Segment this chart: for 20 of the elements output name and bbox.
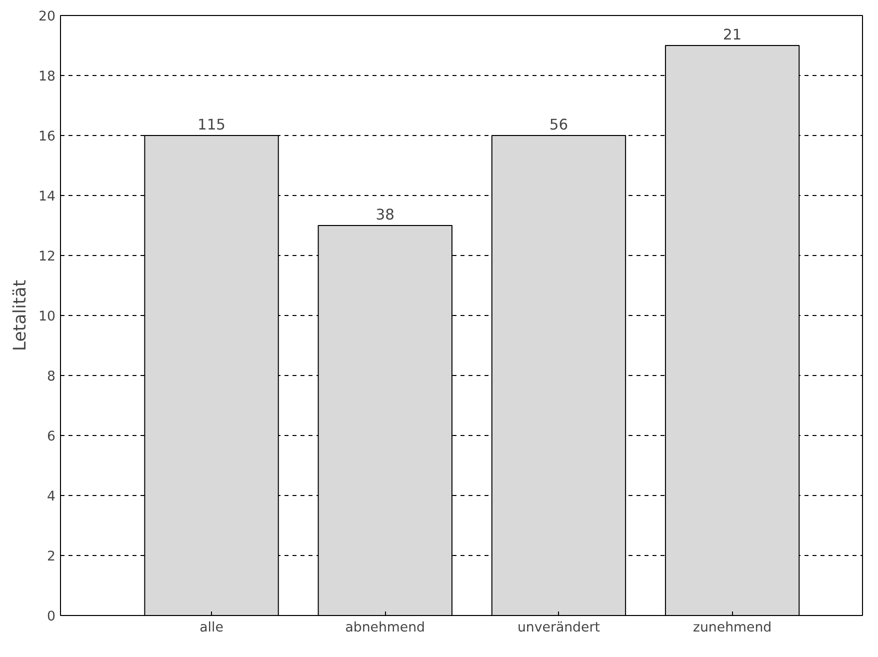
x-tick-label: zunehmend <box>692 620 772 636</box>
y-tick-label: 10 <box>38 310 56 324</box>
y-tick-label: 8 <box>47 370 56 384</box>
x-tick-label: unverändert <box>517 620 600 636</box>
y-tick-label: 12 <box>38 250 56 264</box>
y-tick-label: 18 <box>38 70 56 84</box>
y-tick-label: 4 <box>47 490 56 504</box>
annotation: 21 <box>722 26 742 44</box>
annotation: 38 <box>376 206 394 224</box>
x-tick-label: abnehmend <box>345 620 426 636</box>
y-tick-label: 14 <box>38 190 56 204</box>
annotation: 115 <box>198 116 226 134</box>
x-tick-label: alle <box>200 620 224 636</box>
annotation: 56 <box>549 116 568 134</box>
y-tick-label: 6 <box>47 430 56 444</box>
y-tick-label: 0 <box>47 610 56 624</box>
y-axis-title: Letalität <box>10 280 31 352</box>
y-tick-label: 16 <box>38 130 56 144</box>
y-tick-label: 2 <box>47 550 56 564</box>
y-tick-label: 20 <box>38 10 56 24</box>
